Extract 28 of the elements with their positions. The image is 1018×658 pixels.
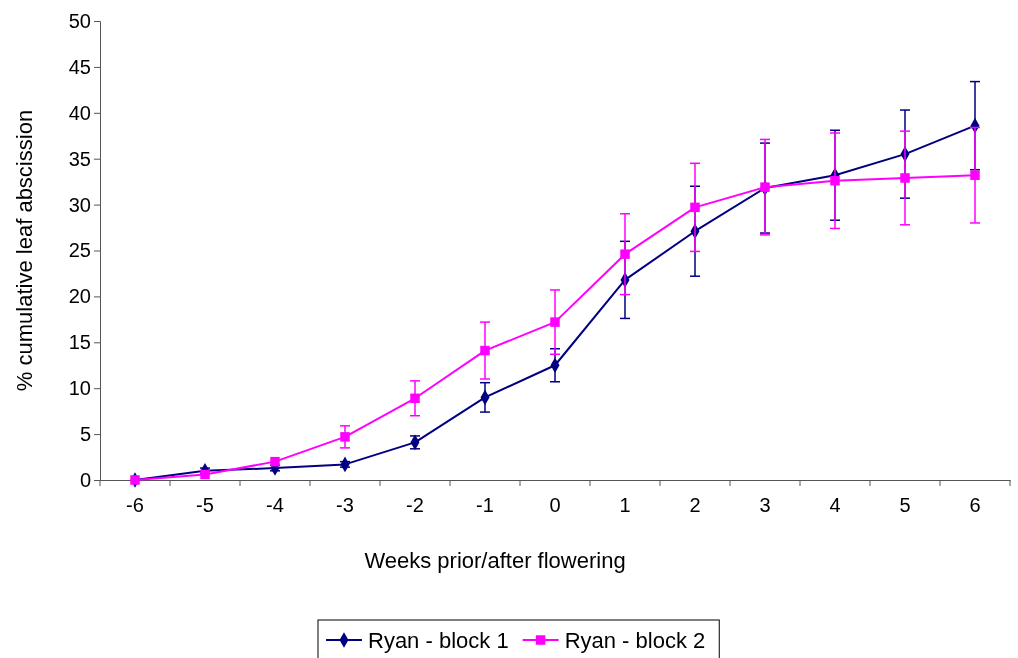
x-tick-label: 1 xyxy=(619,494,631,517)
y-tick-label: 20 xyxy=(68,285,91,308)
x-tick-label: 4 xyxy=(829,494,841,517)
y-tick-label: 5 xyxy=(79,423,91,445)
y-tick-label: 25 xyxy=(68,239,91,262)
legend-label: Ryan - block 2 xyxy=(564,628,706,653)
x-tick-label: -4 xyxy=(266,494,284,517)
x-tick-label: -5 xyxy=(196,494,214,517)
x-tick-label: -6 xyxy=(126,494,144,517)
x-tick-label: -1 xyxy=(476,494,494,517)
x-tick-label: 5 xyxy=(899,494,911,517)
y-tick-label: 50 xyxy=(68,9,91,32)
y-tick-label: 45 xyxy=(68,55,91,78)
y-tick-label: 0 xyxy=(79,468,91,491)
y-tick-label: 15 xyxy=(68,331,91,354)
x-tick-label: 3 xyxy=(759,494,771,517)
y-axis-title: % cumulative leaf abscission xyxy=(12,109,37,392)
y-tick-label: 35 xyxy=(68,147,91,170)
x-tick-label: 2 xyxy=(689,494,701,517)
y-tick-label: 10 xyxy=(68,377,91,400)
y-tick-label: 40 xyxy=(68,101,91,124)
x-tick-label: 6 xyxy=(969,494,981,517)
x-tick-label: -3 xyxy=(336,494,354,517)
x-tick-label: -2 xyxy=(406,494,424,517)
x-tick-label: 0 xyxy=(549,494,561,517)
x-axis-title: Weeks prior/after flowering xyxy=(364,548,626,573)
y-tick-label: 30 xyxy=(68,193,91,216)
legend-label: Ryan - block 1 xyxy=(368,628,509,653)
